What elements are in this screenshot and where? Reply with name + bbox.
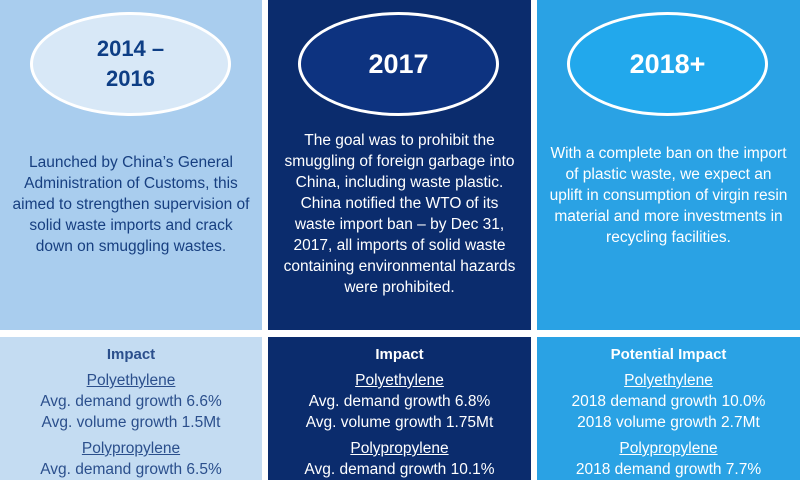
impact-panel: Potential Impact Polyethylene 2018 deman… bbox=[537, 337, 800, 480]
year-ellipse: 2014 – 2016 bbox=[30, 12, 231, 116]
impact-line: Avg. volume growth 1.75Mt bbox=[305, 414, 494, 431]
year-label: 2018+ bbox=[629, 48, 706, 79]
material-name-polyethylene: Polyethylene bbox=[86, 372, 176, 389]
impact-line: Avg. volume growth 1.5Mt bbox=[41, 414, 221, 431]
column-description: The goal was to prohibit the smuggling o… bbox=[283, 132, 516, 296]
column-top-panel: 2017 The goal was to prohibit the smuggl… bbox=[268, 0, 531, 330]
material-name-polyethylene: Polyethylene bbox=[624, 372, 713, 389]
year-label: 2014 – 2016 bbox=[96, 36, 165, 91]
impact-line: 2018 demand growth 7.7% bbox=[575, 461, 762, 478]
impact-line: Avg. demand growth 10.1% bbox=[304, 461, 495, 478]
year-label: 2017 bbox=[368, 48, 429, 79]
material-name-polypropylene: Polypropylene bbox=[350, 440, 449, 457]
year-ellipse: 2018+ bbox=[567, 12, 768, 116]
column-description: Launched by China’s General Administrati… bbox=[12, 154, 250, 255]
material-name-polypropylene: Polypropylene bbox=[619, 440, 718, 457]
impact-title: Impact bbox=[375, 346, 424, 363]
year-ellipse: 2017 bbox=[298, 12, 499, 116]
impact-line: 2018 volume growth 2.7Mt bbox=[577, 414, 760, 431]
impact-line: Avg. demand growth 6.5% bbox=[40, 461, 222, 478]
column-top-panel: 2018+ With a complete ban on the import … bbox=[537, 0, 800, 330]
impact-title: Potential Impact bbox=[610, 346, 727, 363]
timeline-column-2017: 2017 The goal was to prohibit the smuggl… bbox=[268, 0, 531, 480]
column-top-panel: 2014 – 2016 Launched by China’s General … bbox=[0, 0, 262, 330]
impact-line: 2018 demand growth 10.0% bbox=[571, 393, 766, 410]
timeline-column-2014-2016: 2014 – 2016 Launched by China’s General … bbox=[0, 0, 262, 480]
timeline-column-2018-plus: 2018+ With a complete ban on the import … bbox=[537, 0, 800, 480]
impact-title: Impact bbox=[106, 346, 156, 363]
material-name-polyethylene: Polyethylene bbox=[355, 372, 444, 389]
material-name-polypropylene: Polypropylene bbox=[81, 440, 181, 457]
impact-panel: Impact Polyethylene Avg. demand growth 6… bbox=[268, 337, 531, 480]
impact-line: Avg. demand growth 6.6% bbox=[40, 393, 222, 410]
impact-line: Avg. demand growth 6.8% bbox=[308, 393, 491, 410]
column-description: With a complete ban on the import of pla… bbox=[549, 145, 788, 246]
impact-panel: Impact Polyethylene Avg. demand growth 6… bbox=[0, 337, 262, 480]
